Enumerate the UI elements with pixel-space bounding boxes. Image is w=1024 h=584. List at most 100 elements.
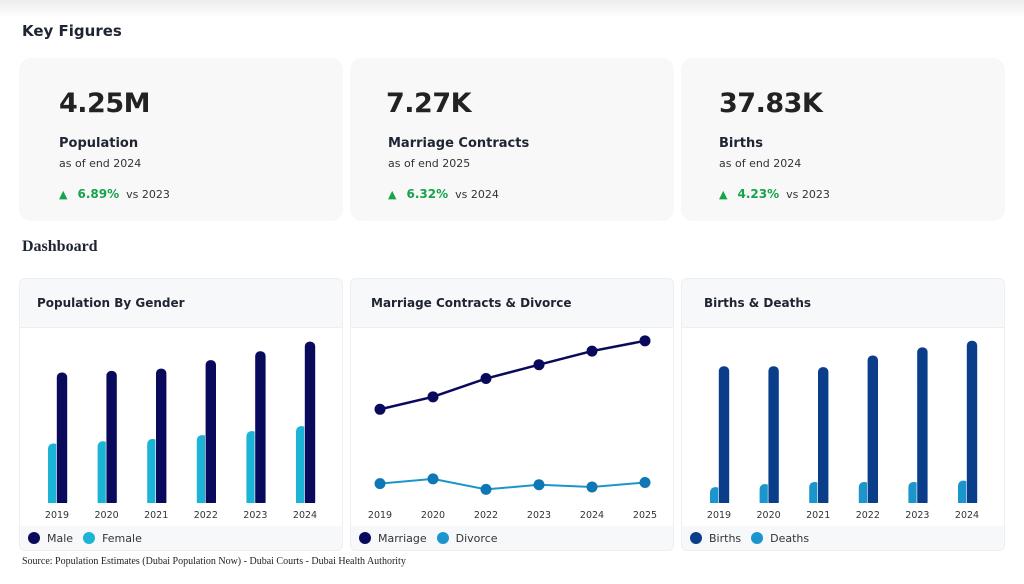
top-shadow [0,0,1024,18]
point-marriage-2020[interactable] [427,391,439,403]
population-gender-chart: 2020 2021 2022 2023 2024 2019 [20,341,342,521]
line-divorce [379,477,646,491]
kpi-subtitle: as of end 2024 [59,157,142,170]
x-tick-label: 2024 [955,510,979,521]
point-marriage-2025[interactable] [639,335,651,347]
legend-item-births[interactable]: Births [690,532,741,545]
bar-births-2021[interactable] [817,366,829,508]
source-note: Source: Population Estimates (Dubai Popu… [22,556,406,567]
kpi-label: Population [59,136,139,151]
x-tick-label: 2022 [856,510,880,521]
kpi-value: 7.27K [386,88,472,119]
kpi-compare: vs 2023 [126,187,170,201]
legend-label: Male [47,531,74,545]
chart-title: Marriage Contracts & Divorce [351,279,673,328]
kpi-subtitle: as of end 2024 [719,157,802,170]
point-marriage-2024[interactable] [586,345,598,357]
point-marriage-2023[interactable] [533,359,545,371]
x-tick-label: 2024 [293,510,317,521]
x-tick-label: 2023 [527,510,551,521]
bar-births-2019[interactable] [718,365,730,508]
legend-dot-icon [436,532,449,544]
births-deaths-chart: 2020 2021 2022 2023 2024 2019 [682,340,1004,521]
legend-dot-icon [28,532,40,544]
point-divorce-2023[interactable] [533,479,545,491]
kpi-change-percent: 6.89% [77,187,120,201]
bar-births-2022[interactable] [867,354,879,508]
bar-births-2024[interactable] [966,340,978,508]
chart-legend: Births Deaths [682,526,1004,550]
x-tick-label: 2021 [806,510,830,521]
chart-card-marriage-divorce: Marriage Contracts & Divorce 2019 2020 202… [350,278,674,551]
point-divorce-2025[interactable] [639,476,651,488]
kpi-change: ▲ 6.32% vs 2024 [388,187,499,201]
legend-label: Marriage [378,531,427,545]
legend-label: Divorce [455,531,498,545]
kpi-change: ▲ 6.89% vs 2023 [59,187,170,201]
kpi-change-percent: 4.23% [737,187,780,201]
legend-item-male[interactable]: Male [28,532,73,545]
kpi-subtitle: as of end 2025 [388,157,471,170]
x-tick-label: 2020 [421,510,445,521]
bar-male-2019[interactable] [56,371,68,508]
x-tick-label: 2024 [580,510,604,521]
x-tick-label: 2022 [194,510,218,521]
x-tick-label: 2023 [905,510,929,521]
baseline-mask [682,503,1004,507]
legend-label: Female [102,531,142,545]
x-tick-label: 2021 [144,510,168,521]
key-figures-heading: Key Figures [22,22,122,40]
x-tick-label: 2020 [95,510,119,521]
x-tick-label: 2020 [757,510,781,521]
kpi-change-percent: 6.32% [406,187,449,201]
point-divorce-2022[interactable] [480,483,492,495]
legend-item-female[interactable]: Female [83,532,142,545]
point-divorce-2019[interactable] [374,478,386,490]
chart-legend: Male Female [20,526,342,550]
trend-up-icon: ▲ [388,187,397,201]
trend-up-icon: ▲ [719,187,728,201]
kpi-card-marriage-contracts: 7.27K Marriage Contracts as of end 2025 … [350,58,674,221]
chart-card-births-deaths: Births & Deaths 2020 2021 2022 2023 2024 2019… [681,278,1005,551]
legend-item-marriage[interactable]: Marriage [359,532,427,545]
chart-title: Population By Gender [20,279,342,328]
x-tick-label: 2022 [474,510,498,521]
legend-label: Births [709,531,742,545]
x-tick-label: 2019 [45,510,69,521]
kpi-change: ▲ 4.23% vs 2023 [719,187,830,201]
kpi-card-population: 4.25M Population as of end 2024 ▲ 6.89% … [19,58,343,221]
legend-label: Deaths [770,531,810,545]
kpi-card-births: 37.83K Births as of end 2024 ▲ 4.23% vs … [681,58,1005,221]
kpi-label: Marriage Contracts [388,136,530,151]
point-divorce-2020[interactable] [427,473,439,485]
x-tick-label: 2019 [707,510,731,521]
legend-dot-icon [83,532,96,544]
legend-dot-icon [751,532,764,544]
bar-male-2023[interactable] [254,350,267,508]
line-marriage [379,339,646,411]
bar-male-2020[interactable] [105,370,118,508]
marriage-divorce-chart: 2019 2020 2022 2023 2024 2025 [368,335,657,521]
bar-births-2020[interactable] [767,365,780,508]
chart-legend: Marriage Divorce [351,526,673,550]
legend-dot-icon [359,532,371,544]
x-tick-label: 2023 [243,510,267,521]
bar-male-2021[interactable] [155,367,167,508]
kpi-compare: vs 2024 [455,187,499,201]
chart-card-population-by-gender: Population By Gender 2020 2021 2022 2023 202… [19,278,343,551]
dashboard-heading: Dashboard [22,238,98,255]
x-tick-label: 2019 [368,510,392,521]
kpi-label: Births [719,136,763,151]
point-marriage-2019[interactable] [374,403,386,415]
baseline-mask [20,503,342,507]
point-divorce-2024[interactable] [586,481,598,493]
bar-male-2022[interactable] [205,359,217,508]
bar-births-2023[interactable] [916,346,929,508]
chart-title: Births & Deaths [682,279,1004,328]
legend-item-divorce[interactable]: Divorce [436,531,498,545]
bar-male-2024[interactable] [304,341,316,508]
point-marriage-2022[interactable] [480,373,492,385]
x-tick-label: 2025 [633,510,657,521]
trend-up-icon: ▲ [59,187,68,201]
legend-item-deaths[interactable]: Deaths [751,532,809,545]
